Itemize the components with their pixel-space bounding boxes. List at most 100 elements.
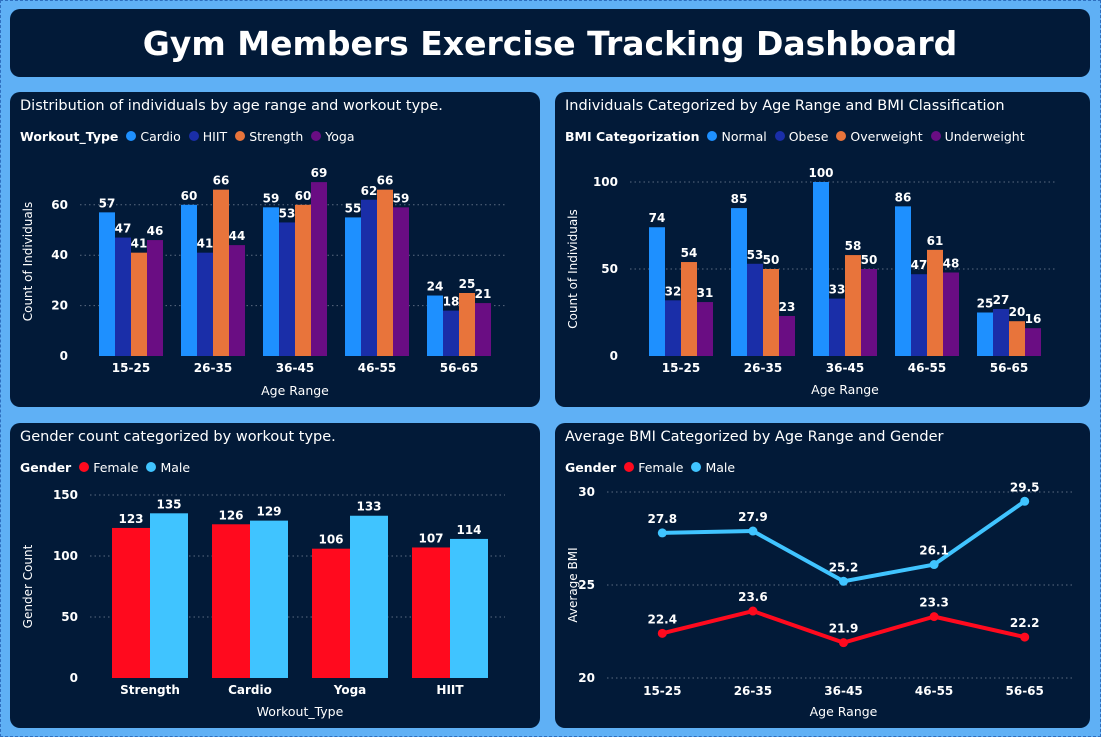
data-label: 31 (697, 286, 714, 300)
legend-item-normal[interactable]: Normal (707, 129, 767, 144)
data-label: 69 (311, 166, 328, 180)
point-male[interactable] (657, 528, 667, 538)
point-female[interactable] (657, 628, 667, 638)
bar-overweight[interactable] (845, 255, 861, 356)
bar-male[interactable] (350, 515, 388, 678)
bar-overweight[interactable] (927, 249, 943, 356)
legend-item-male[interactable]: Male (146, 460, 190, 475)
legend-dot (930, 131, 941, 141)
legend-dot (79, 462, 90, 472)
chart-title: Distribution of individuals by age range… (20, 98, 443, 114)
bar-normal[interactable] (977, 312, 993, 357)
chart-title: Average BMI Categorized by Age Range and… (565, 429, 944, 445)
bar-yoga[interactable] (147, 240, 163, 356)
point-male[interactable] (839, 576, 848, 586)
point-male[interactable] (748, 526, 758, 536)
legend-item-obese[interactable]: Obese (774, 129, 828, 144)
bar-underweight[interactable] (943, 272, 959, 356)
bar-underweight[interactable] (779, 315, 795, 356)
bar-underweight[interactable] (697, 302, 713, 356)
bar-overweight[interactable] (681, 262, 697, 356)
bar-hiit[interactable] (279, 222, 295, 356)
legend-title: Workout_Type (20, 128, 119, 144)
bar-hiit[interactable] (443, 310, 459, 356)
point-male[interactable] (1020, 496, 1030, 506)
bar-obese[interactable] (993, 309, 1009, 356)
bar-strength[interactable] (131, 252, 147, 356)
bar-strength[interactable] (459, 293, 475, 356)
bar-overweight[interactable] (763, 269, 779, 356)
bar-chart-age-workout: 0 20 40 60 Age Range Count of Individuals 15-2… (21, 166, 505, 398)
chart-title: Individuals Categorized by Age Range and… (565, 98, 1005, 114)
bar-cardio[interactable] (345, 217, 361, 356)
bar-hiit[interactable] (197, 252, 213, 356)
point-female[interactable] (1020, 632, 1030, 642)
bar-underweight[interactable] (1025, 328, 1041, 356)
bar-cardio[interactable] (181, 204, 197, 356)
x-axis-title: Age Range (811, 382, 879, 397)
bar-obese[interactable] (747, 263, 763, 356)
bar-normal[interactable] (813, 182, 829, 356)
data-label: 25 (977, 297, 994, 311)
bar-female[interactable] (312, 548, 350, 678)
data-label: 86 (895, 190, 912, 204)
bar-overweight[interactable] (1009, 321, 1025, 356)
legend-item-strength[interactable]: Strength (235, 129, 303, 144)
legend-item-hiit[interactable]: HIIT (188, 129, 227, 144)
x-tick-label: 26-35 (194, 361, 232, 375)
bar-underweight[interactable] (861, 269, 877, 356)
y-tick-label: 150 (53, 488, 78, 502)
bar-obese[interactable] (665, 300, 681, 356)
legend-item-female[interactable]: Female (79, 460, 138, 475)
bar-obese[interactable] (829, 298, 845, 356)
bar-strength[interactable] (295, 204, 311, 356)
point-female[interactable] (929, 612, 939, 622)
bar-yoga[interactable] (229, 245, 245, 356)
y-tick-label: 20 (51, 299, 68, 313)
data-label: 57 (99, 196, 116, 210)
point-male[interactable] (929, 560, 939, 570)
bar-normal[interactable] (649, 227, 665, 356)
data-label: 135 (156, 497, 181, 511)
bar-cardio[interactable] (99, 212, 115, 356)
bar-yoga[interactable] (475, 303, 491, 356)
bar-hiit[interactable] (115, 237, 131, 356)
bar-male[interactable] (250, 520, 288, 678)
bar-yoga[interactable] (393, 207, 409, 356)
bar-female[interactable] (212, 524, 250, 678)
point-female[interactable] (748, 606, 758, 616)
y-tick-label: 20 (578, 671, 595, 685)
legend-item-underweight[interactable]: Underweight (930, 129, 1025, 144)
point-female[interactable] (839, 638, 848, 648)
bar-cardio[interactable] (427, 295, 443, 356)
bar-normal[interactable] (895, 206, 911, 356)
legend-item-female[interactable]: Female (624, 460, 683, 475)
bar-yoga[interactable] (311, 182, 327, 356)
x-tick-label: Yoga (333, 683, 367, 697)
bar-strength[interactable] (377, 189, 393, 356)
x-tick-label: 36-45 (276, 361, 314, 375)
y-tick-label: 25 (578, 578, 595, 592)
legend-item-cardio[interactable]: Cardio (126, 128, 181, 144)
legend-item-overweight[interactable]: Overweight (836, 129, 923, 144)
data-label: 123 (118, 512, 143, 526)
bar-strength[interactable] (213, 189, 229, 356)
bar-female[interactable] (412, 547, 450, 678)
bar-normal[interactable] (731, 208, 747, 356)
data-label: 85 (731, 192, 748, 206)
legend-item-yoga[interactable]: Yoga (311, 129, 355, 144)
bar-cardio[interactable] (263, 207, 279, 356)
y-tick-label: 40 (51, 248, 68, 262)
legend-item-male[interactable]: Male (691, 460, 735, 475)
legend-dot (126, 131, 137, 141)
dashboard-header: Gym Members Exercise Tracking Dashboard (10, 9, 1090, 77)
bar-male[interactable] (450, 538, 488, 678)
y-tick-label: 100 (593, 175, 618, 189)
bar-hiit[interactable] (361, 199, 377, 356)
y-tick-label: 0 (70, 671, 78, 685)
bar-male[interactable] (150, 513, 188, 678)
bar-female[interactable] (112, 527, 150, 678)
dashboard-title: Gym Members Exercise Tracking Dashboard (142, 23, 958, 63)
legend-label: Cardio (140, 128, 181, 144)
bar-obese[interactable] (911, 274, 927, 356)
